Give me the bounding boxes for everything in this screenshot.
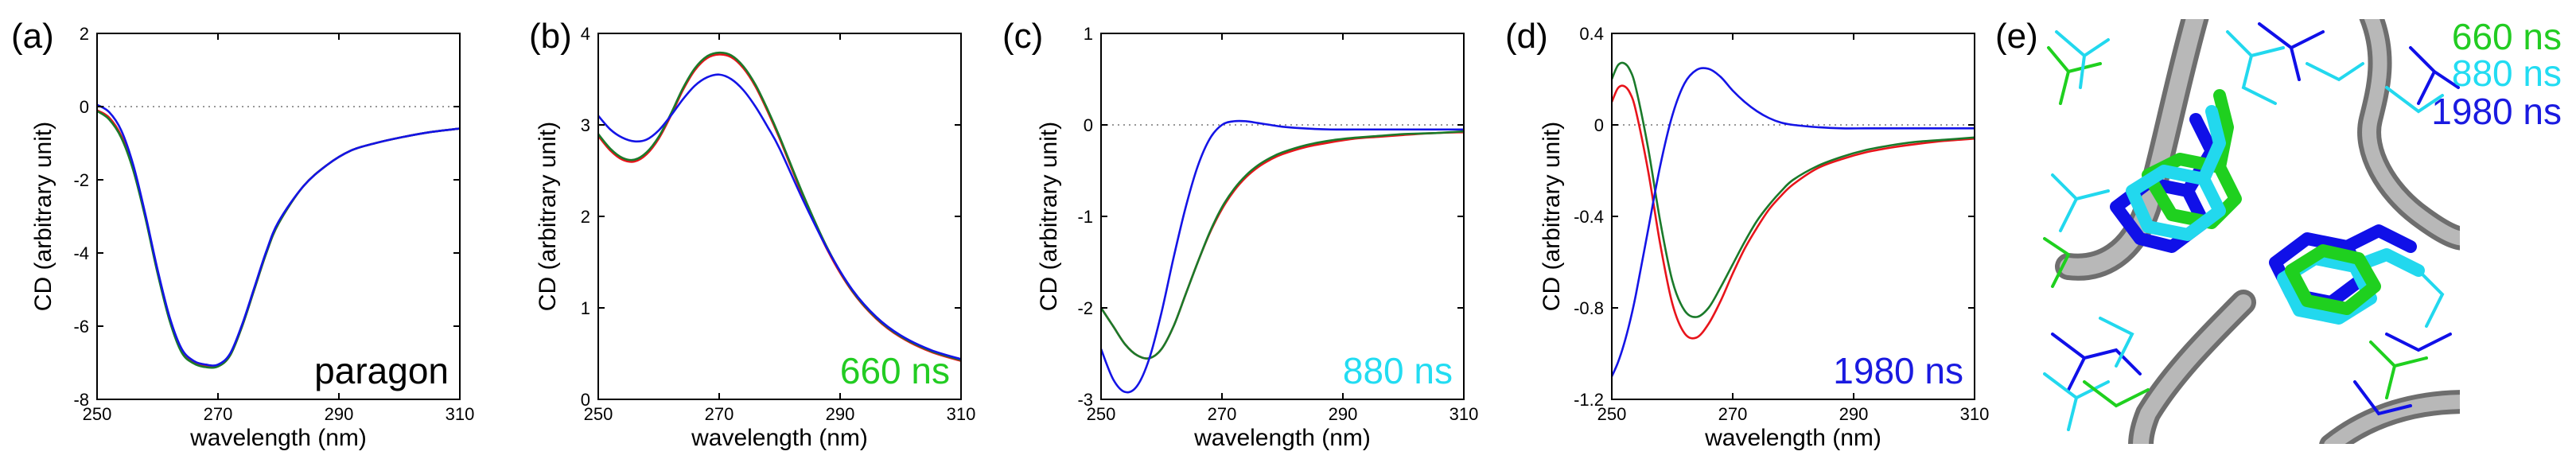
x-tick-label: 290 xyxy=(1329,404,1358,424)
series-line-red xyxy=(1101,130,1464,360)
series-line-red xyxy=(1612,84,1975,340)
structure-legend-1980: 1980 ns xyxy=(2431,91,2562,132)
y-tick-label: 0 xyxy=(581,390,590,410)
x-tick-label: 310 xyxy=(446,404,475,424)
wire-sidechains xyxy=(2043,22,2460,431)
y-tick-label: -3 xyxy=(1077,390,1093,410)
y-tick-label: -0.4 xyxy=(1574,207,1604,227)
x-axis-title: wavelength (nm) xyxy=(189,425,367,451)
chart-panel-d: (d) 250 270 290 310 -1.2 -0.8 -0.4 0 0.4 wavelengt… xyxy=(1505,17,1989,451)
y-axis-title: CD (arbitrary unit) xyxy=(1539,122,1565,311)
series-line-blue xyxy=(1101,119,1464,394)
y-tick-label: 0.4 xyxy=(1579,24,1604,44)
x-tick-label: 310 xyxy=(1960,404,1990,424)
y-tick-label: 0 xyxy=(1084,115,1093,135)
y-tick-label: 2 xyxy=(581,207,590,227)
y-tick-label: 3 xyxy=(581,115,590,135)
plot-frame xyxy=(1611,33,1975,400)
y-tick-label: -1.2 xyxy=(1574,390,1604,410)
x-tick-label: 250 xyxy=(584,404,613,424)
structure-legend-880: 880 ns xyxy=(2452,53,2562,94)
panel-annotation: 880 ns xyxy=(1343,350,1453,391)
plot-frame xyxy=(597,33,962,400)
x-tick-label: 250 xyxy=(1597,404,1627,424)
chart-panel-c: (c) 250 270 290 310 -3 -2 -1 0 1 wavelength (nm) CD… xyxy=(1002,17,1478,451)
x-tick-label: 270 xyxy=(1208,404,1237,424)
y-axis-title: CD (arbitrary unit) xyxy=(30,122,56,311)
y-axis-title: CD (arbitrary unit) xyxy=(1036,122,1062,311)
x-tick-label: 250 xyxy=(83,404,112,424)
y-tick-label: -0.8 xyxy=(1574,298,1604,318)
series-line-green xyxy=(1612,61,1975,318)
y-tick-label: -1 xyxy=(1077,207,1093,227)
plot-frame xyxy=(1100,33,1465,400)
y-tick-label: 1 xyxy=(1084,24,1093,44)
y-tick-label: 0 xyxy=(80,97,89,117)
x-tick-label: 310 xyxy=(1449,404,1479,424)
panel-annotation: 1980 ns xyxy=(1833,350,1963,391)
x-tick-label: 310 xyxy=(947,404,976,424)
y-tick-label: -8 xyxy=(73,390,89,410)
y-tick-label: -4 xyxy=(73,243,89,263)
x-axis-title: wavelength (nm) xyxy=(691,425,868,451)
structure-legend-660: 660 ns xyxy=(2452,16,2562,57)
x-tick-label: 270 xyxy=(1718,404,1748,424)
panel-label: (c) xyxy=(1002,17,1043,56)
panel-annotation: 660 ns xyxy=(840,350,950,391)
series-group xyxy=(97,103,460,369)
chart-panel-b: (b) 250 270 290 310 0 1 2 3 4 wavelength (nm) CD (a… xyxy=(529,17,975,451)
x-tick-label: 270 xyxy=(705,404,734,424)
structure-image xyxy=(2043,19,2460,444)
y-tick-label: -2 xyxy=(1077,298,1093,318)
series-line-green xyxy=(598,51,961,361)
structure-panel-e: (e) xyxy=(1995,16,2562,444)
panel-label-e: (e) xyxy=(1995,17,2038,56)
series-group xyxy=(1612,61,1975,377)
x-tick-label: 290 xyxy=(1839,404,1869,424)
y-tick-label: 2 xyxy=(80,24,89,44)
y-tick-label: -2 xyxy=(73,170,89,190)
stick-bases xyxy=(2110,89,2425,325)
x-axis-title: wavelength (nm) xyxy=(1704,425,1881,451)
series-line-blue xyxy=(598,73,961,360)
panel-annotation: paragon xyxy=(314,350,449,391)
panel-label: (b) xyxy=(529,17,572,56)
x-tick-label: 250 xyxy=(1087,404,1116,424)
y-axis-title: CD (arbitrary unit) xyxy=(535,122,561,311)
series-group xyxy=(1101,119,1464,394)
panel-label: (d) xyxy=(1505,17,1548,56)
x-axis-title: wavelength (nm) xyxy=(1193,425,1371,451)
plot-frame xyxy=(96,33,461,400)
y-tick-label: 1 xyxy=(581,298,590,318)
y-tick-label: -6 xyxy=(73,317,89,337)
y-tick-label: 0 xyxy=(1594,115,1604,135)
x-tick-label: 270 xyxy=(204,404,233,424)
panel-label: (a) xyxy=(11,17,54,56)
series-line-green xyxy=(1101,130,1464,360)
series-line-red xyxy=(598,53,961,362)
y-tick-label: 4 xyxy=(581,24,590,44)
backbone-tube xyxy=(2055,19,2460,444)
x-tick-label: 290 xyxy=(325,404,354,424)
x-tick-label: 290 xyxy=(826,404,855,424)
series-line-blue xyxy=(1612,67,1975,377)
series-line-blue xyxy=(97,103,460,367)
series-group xyxy=(598,51,961,362)
chart-panel-a: (a) 250 270 290 310 -8 -6 -4 -2 0 2 wavelength (nm)… xyxy=(11,17,474,451)
